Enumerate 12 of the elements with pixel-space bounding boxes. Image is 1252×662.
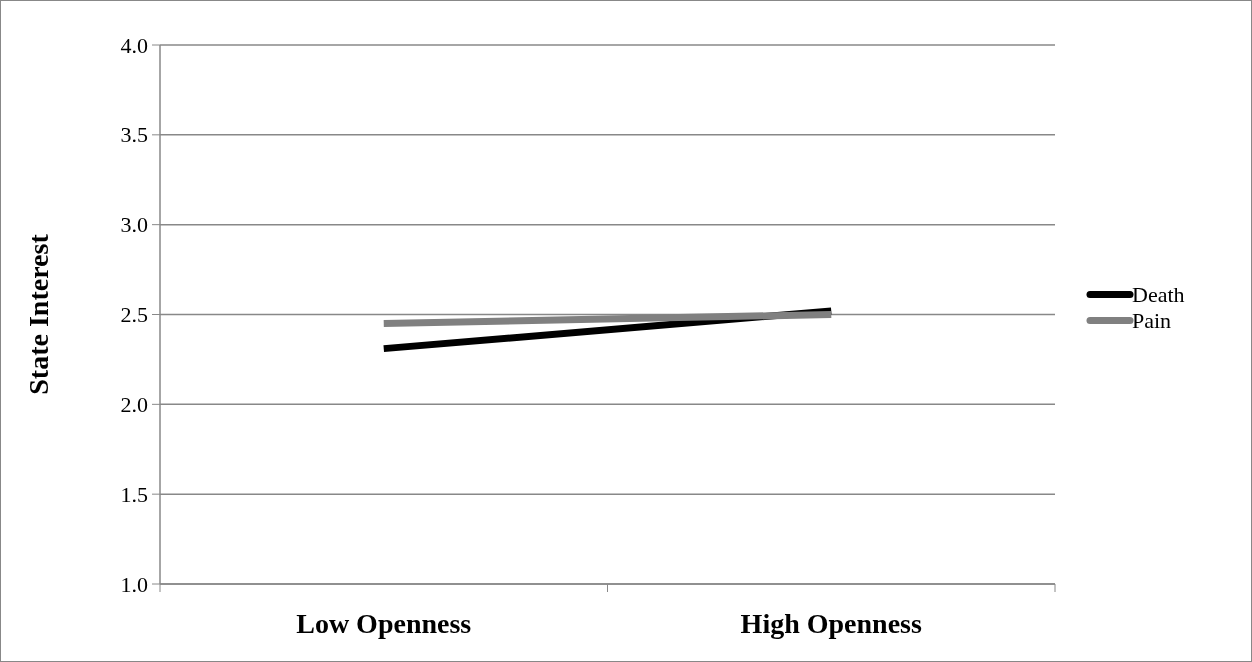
y-tick-label: 2.5 <box>120 302 148 327</box>
y-tick-label: 3.0 <box>120 212 148 238</box>
x-tick-label: High Openness <box>740 608 922 639</box>
y-tick-label: 1.0 <box>120 571 148 597</box>
y-tick-label: 2.0 <box>120 391 148 417</box>
legend-label: Pain <box>1132 308 1172 333</box>
y-tick-label: 1.5 <box>120 481 148 507</box>
y-tick-label: 4.0 <box>120 32 148 58</box>
x-tick-label: Low Openness <box>296 608 472 639</box>
legend-label: Death <box>1132 282 1185 307</box>
y-axis-title: State Interest <box>23 233 54 395</box>
y-tick-label: 3.5 <box>120 122 148 148</box>
